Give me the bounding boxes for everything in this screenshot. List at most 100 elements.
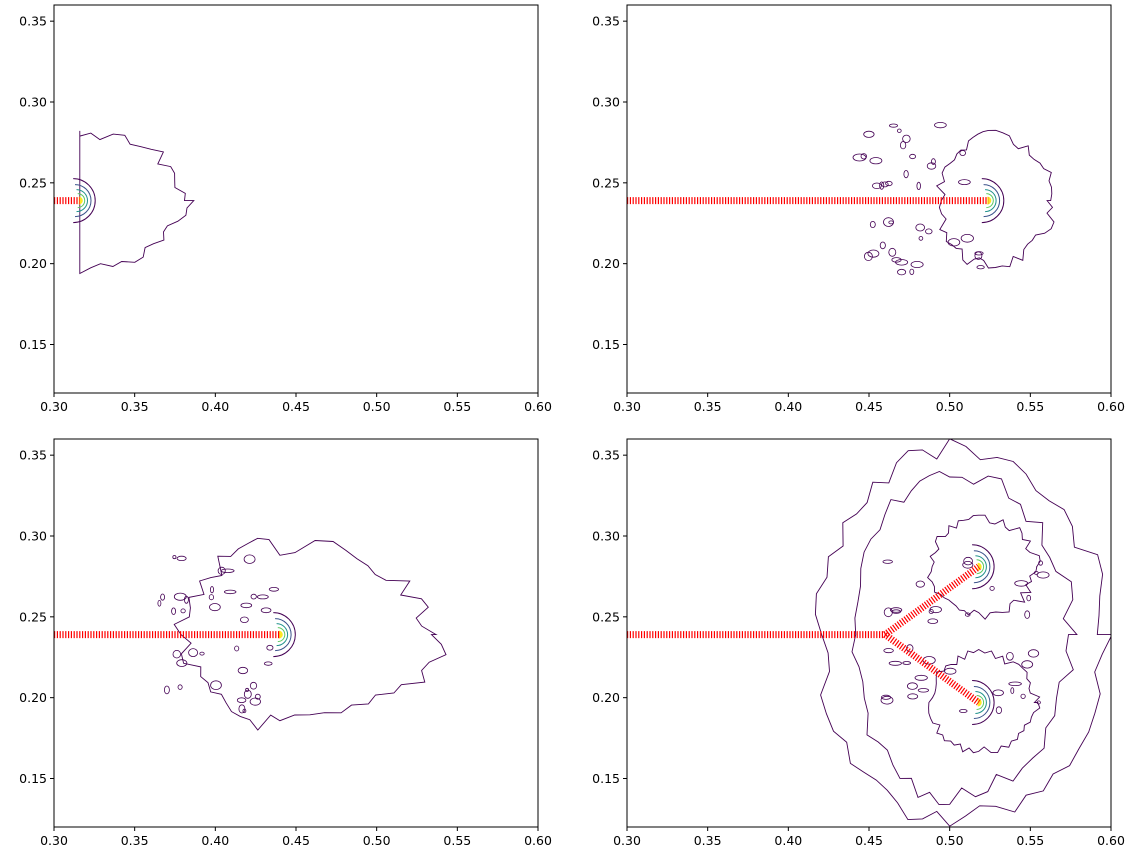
contour-blob <box>902 134 911 143</box>
x-tick-label: 0.55 <box>1016 833 1044 848</box>
contour-blob <box>899 141 907 150</box>
contour-blob <box>1006 651 1014 661</box>
contour-blob <box>243 554 256 564</box>
x-tick-label: 0.40 <box>201 399 229 414</box>
contour-blob <box>909 268 915 275</box>
contour-blob <box>236 697 247 703</box>
contour-line <box>935 129 1055 269</box>
contour-blob <box>928 609 934 615</box>
contour-blob <box>889 123 899 128</box>
tip-contour <box>986 193 994 209</box>
contour-blob <box>263 661 273 666</box>
x-tick-label: 0.40 <box>774 833 802 848</box>
contour-blob <box>960 234 974 243</box>
contour-blob <box>927 618 939 624</box>
subplot-bottom-right: 0.30 0.35 0.40 0.45 0.50 0.55 0.60 0.15 0.20 0.25… <box>592 438 1125 848</box>
contour-blob <box>1024 610 1031 619</box>
x-tick-label: 0.50 <box>363 399 391 414</box>
contour-line <box>928 648 1041 754</box>
y-tick-label: 0.25 <box>19 175 47 190</box>
x-tick-label: 0.55 <box>1016 399 1044 414</box>
tip-contour <box>973 550 991 584</box>
x-tick-label: 0.45 <box>855 833 883 848</box>
plot-area <box>627 439 1111 827</box>
tip-contour <box>981 178 1005 224</box>
contour-blob <box>963 556 973 566</box>
contour-blob <box>242 708 247 714</box>
contour-blob <box>872 182 882 189</box>
tip-contour <box>976 695 985 710</box>
contour-blob <box>909 153 916 160</box>
contour-blob <box>234 645 240 652</box>
x-tick-label: 0.50 <box>363 833 391 848</box>
contour-blob <box>882 559 893 564</box>
y-tick-label: 0.25 <box>19 609 47 624</box>
y-tick-label: 0.15 <box>592 337 620 352</box>
contour-blob <box>199 651 205 656</box>
contour-blob <box>931 158 936 165</box>
x-tick-label: 0.45 <box>855 399 883 414</box>
contour-line <box>814 439 1111 827</box>
x-tick-label: 0.30 <box>40 833 68 848</box>
contour-blob <box>962 560 974 569</box>
contour-blob <box>1027 649 1040 658</box>
y-tick-label: 0.25 <box>592 175 620 190</box>
contour-blob <box>250 593 257 600</box>
contour-blob <box>208 594 214 601</box>
contour-blob <box>249 681 258 690</box>
contour-blob <box>917 688 930 693</box>
contour-blob <box>176 555 187 562</box>
x-tick-label: 0.40 <box>774 399 802 414</box>
contour-blob <box>223 589 237 595</box>
y-tick-label: 0.35 <box>592 448 620 463</box>
contour-blob <box>916 181 921 190</box>
plot-area <box>627 122 1055 276</box>
contour-blob <box>217 566 226 575</box>
contour-blob <box>959 709 968 714</box>
tip-contour <box>976 559 985 575</box>
contour-blob <box>910 260 924 268</box>
x-tick-label: 0.30 <box>40 399 68 414</box>
crack-path <box>883 631 981 706</box>
axes-frame <box>53 4 539 394</box>
tip-contour <box>74 184 92 218</box>
contour-blob <box>160 593 166 601</box>
contour-blob <box>895 259 909 266</box>
x-tick-label: 0.35 <box>121 399 149 414</box>
plot-area <box>54 537 447 731</box>
x-tick-label: 0.45 <box>282 833 310 848</box>
contour-blob <box>883 217 894 227</box>
tip-contour <box>977 698 982 707</box>
contour-line <box>79 130 195 275</box>
y-tick-label: 0.15 <box>592 771 620 786</box>
x-tick-label: 0.60 <box>524 399 552 414</box>
contour-blob <box>914 674 928 681</box>
contour-line <box>927 514 1041 620</box>
contour-blob <box>959 150 966 156</box>
x-tick-label: 0.30 <box>613 399 641 414</box>
contour-blob <box>852 153 867 162</box>
contour-blob <box>880 695 894 705</box>
y-tick-label: 0.30 <box>592 95 620 110</box>
x-tick-label: 0.50 <box>936 399 964 414</box>
contour-blob <box>240 602 253 609</box>
y-tick-label: 0.20 <box>19 256 47 271</box>
subplot-top-right: 0.30 0.35 0.40 0.45 0.50 0.55 0.60 0.15 0.20 0.25… <box>592 4 1125 414</box>
contour-blob <box>947 238 961 247</box>
y-tick-label: 0.20 <box>592 256 620 271</box>
contour-blob <box>879 241 886 250</box>
contour-blob <box>1033 571 1039 575</box>
x-tick-label: 0.35 <box>694 399 722 414</box>
tip-contour <box>972 680 995 725</box>
contour-blob <box>260 607 272 614</box>
tip-contour <box>985 189 997 213</box>
contour-blob <box>926 162 937 170</box>
contour-blob <box>254 693 261 700</box>
contour-blob <box>266 644 274 651</box>
contour-blob <box>995 706 1003 714</box>
contour-blob <box>934 122 947 129</box>
tip-contour <box>977 562 982 571</box>
contour-blob <box>903 170 909 179</box>
x-tick-label: 0.55 <box>443 833 471 848</box>
